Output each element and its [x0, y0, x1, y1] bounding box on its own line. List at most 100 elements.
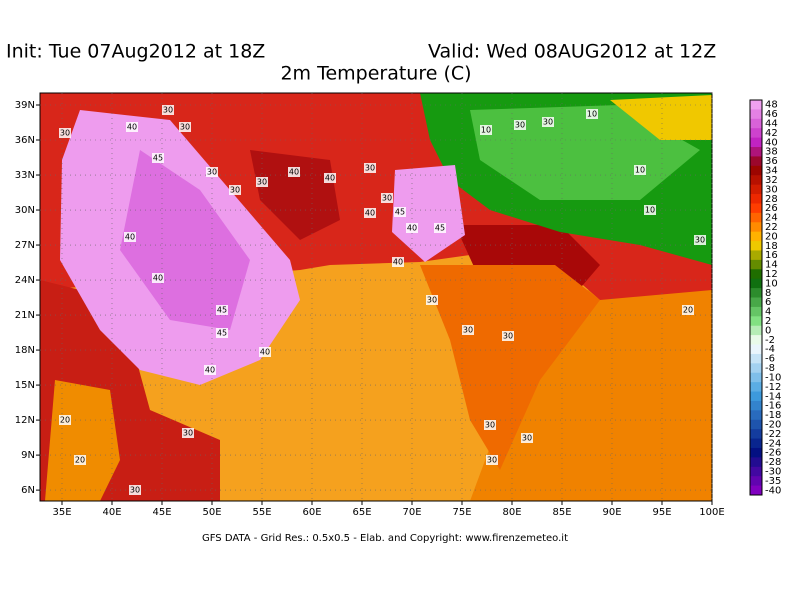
- contour-label: 40: [325, 174, 335, 183]
- colorbar-label: -2: [765, 335, 775, 346]
- contour-label-bg: [521, 433, 533, 443]
- lon-label: 45E: [152, 507, 171, 518]
- map-title: 2m Temperature (C): [280, 63, 471, 85]
- contour-label: 30: [257, 178, 267, 187]
- contour-label: 30: [695, 236, 705, 245]
- colorbar-label: 34: [765, 166, 778, 177]
- contour-label: 20: [683, 306, 693, 315]
- contour-label-bg: [426, 295, 438, 305]
- map-frame: [39, 92, 713, 502]
- colorbar-label: -30: [765, 466, 781, 477]
- colorbar-swatch: [750, 297, 762, 308]
- contour-label: 40: [153, 274, 163, 283]
- contour-label: 30: [365, 164, 375, 173]
- contour-label-bg: [162, 105, 174, 115]
- colorbar-swatch: [750, 194, 762, 204]
- colorbar-swatch: [750, 250, 762, 261]
- contour-label-bg: [229, 185, 241, 195]
- contour-label: 30: [522, 434, 532, 443]
- lon-label: 80E: [502, 507, 521, 518]
- contour-label-bg: [586, 109, 598, 119]
- colorbar-swatch: [750, 259, 762, 270]
- colorbar-label: 10: [765, 278, 778, 289]
- colorbar-label: 26: [765, 203, 778, 214]
- contour-label: 20: [75, 456, 85, 465]
- colorbar-swatch: [750, 419, 762, 430]
- footer: GFS DATA - Grid Res.: 0.5x0.5 - Elab. an…: [202, 533, 568, 544]
- colorbar-label: 22: [765, 222, 778, 233]
- contour-label: 30: [183, 429, 193, 438]
- colorbar-label: 36: [765, 156, 778, 167]
- colorbar-label: 16: [765, 250, 778, 261]
- colorbar-label: 18: [765, 241, 778, 252]
- contour-label-bg: [288, 167, 300, 177]
- contour-label: 30: [485, 421, 495, 430]
- contour-label: 40: [365, 209, 375, 218]
- colorbar-label: -40: [765, 485, 781, 496]
- colorbar-label: 0: [765, 325, 771, 336]
- lat-label: 36N: [15, 135, 35, 146]
- contour-label-bg: [216, 305, 228, 315]
- colorbar-swatch: [750, 269, 762, 280]
- arabia-core: [120, 150, 250, 330]
- colorbar-label: -8: [765, 363, 775, 374]
- colorbar-swatch: [750, 241, 762, 251]
- colorbar-swatch: [750, 109, 762, 120]
- colorbar-label: -10: [765, 372, 781, 383]
- contour-label-bg: [152, 273, 164, 283]
- contour-label-bg: [256, 177, 268, 187]
- contour-label: 30: [543, 118, 553, 127]
- valid-time: Valid: Wed 08AUG2012 at 12Z: [428, 41, 716, 63]
- colorbar-swatch: [750, 184, 762, 195]
- colorbar-swatch: [750, 344, 762, 355]
- lat-label: 6N: [21, 485, 35, 496]
- colorbar-swatch: [750, 438, 762, 449]
- contour-label-bg: [59, 415, 71, 425]
- colorbar-label: -4: [765, 344, 775, 355]
- contour-label-bg: [324, 173, 336, 183]
- colorbar-label: 44: [765, 119, 778, 130]
- lat-label: 15N: [15, 380, 35, 391]
- colorbar-label: 42: [765, 128, 778, 139]
- colorbar-swatch: [750, 400, 762, 411]
- colorbar-swatch: [750, 372, 762, 383]
- contour-label: 40: [260, 348, 270, 357]
- contour-label-bg: [514, 120, 526, 130]
- colorbar-swatch: [750, 447, 762, 458]
- colorbar-label: 32: [765, 175, 778, 186]
- contour-label: 30: [60, 129, 70, 138]
- colorbar-label: -22: [765, 429, 781, 440]
- init-time: Init: Tue 07Aug2012 at 18Z: [6, 41, 265, 63]
- lon-label: 70E: [402, 507, 421, 518]
- contour-label-bg: [124, 232, 136, 242]
- lat-label: 33N: [15, 170, 35, 181]
- colorbar-swatch: [750, 118, 762, 129]
- contour-label-bg: [126, 122, 138, 132]
- colorbar-label: 48: [765, 100, 778, 111]
- colorbar-label: 40: [765, 137, 778, 148]
- contour-label: 45: [217, 306, 227, 315]
- colorbar-label: -18: [765, 410, 781, 421]
- contour-label-bg: [502, 331, 514, 341]
- contour-label: 40: [407, 224, 417, 233]
- contour-label-bg: [434, 223, 446, 233]
- colorbar-swatch: [750, 410, 762, 421]
- lat-label: 18N: [15, 345, 35, 356]
- lon-label: 50E: [202, 507, 221, 518]
- contour-label: 10: [645, 206, 655, 215]
- colorbar-swatch: [750, 278, 762, 289]
- contour-label-bg: [206, 167, 218, 177]
- colorbar-label: 4: [765, 307, 771, 318]
- contour-label: 30: [503, 332, 513, 341]
- contour-label: 30: [427, 296, 437, 305]
- lon-label: 60E: [302, 507, 321, 518]
- contour-label-bg: [204, 365, 216, 375]
- lon-label: 85E: [552, 507, 571, 518]
- contour-label: 45: [217, 329, 227, 338]
- contour-label-bg: [259, 347, 271, 357]
- colorbar-swatch: [750, 429, 762, 440]
- contour-label-bg: [694, 235, 706, 245]
- contour-label: 40: [125, 233, 135, 242]
- contour-label: 30: [130, 486, 140, 495]
